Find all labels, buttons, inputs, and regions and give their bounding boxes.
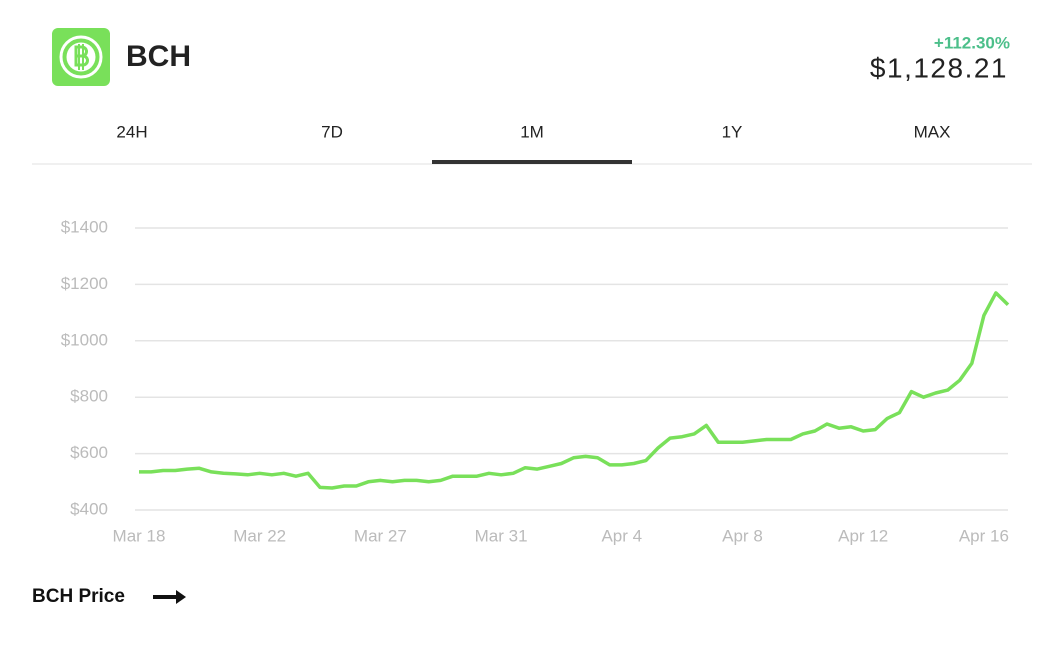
x-tick-label: Mar 18 [113, 526, 166, 545]
x-tick-label: Apr 8 [722, 526, 763, 545]
coin-icon [52, 28, 110, 86]
footer-link[interactable]: BCH Price [32, 586, 125, 607]
tab-bar: 24H 7D 1M 1Y MAX [116, 122, 950, 164]
x-tick-label: Mar 31 [475, 526, 528, 545]
y-tick-label: $1200 [61, 274, 108, 293]
y-tick-label: $600 [70, 443, 108, 462]
tab[interactable]: 24H [116, 122, 147, 141]
x-tick-label: Apr 16 [959, 526, 1009, 545]
arrow-icon[interactable] [153, 590, 186, 604]
price-line [139, 291, 1010, 490]
chart: $400 $600 $800 $1000 $1200 $1400 Mar 18 Mar 22 M… [61, 217, 1010, 545]
y-tick-label: $1400 [61, 217, 108, 236]
price-change: +112.30% [934, 33, 1010, 52]
x-tick-label: Mar 27 [354, 526, 407, 545]
tab[interactable]: 7D [321, 122, 343, 141]
y-tick-label: $400 [70, 499, 108, 518]
price: $1,128.21 [870, 52, 1008, 83]
x-tick-label: Apr 4 [601, 526, 642, 545]
tab-indicator [432, 160, 632, 164]
tab[interactable]: MAX [914, 122, 951, 141]
y-tick-label: $1000 [61, 330, 108, 349]
tab[interactable]: 1M [520, 122, 544, 141]
coin-title: BCH [126, 40, 191, 73]
tab[interactable]: 1Y [722, 122, 743, 141]
y-tick-label: $800 [70, 387, 108, 406]
x-tick-label: Mar 22 [233, 526, 286, 545]
x-tick-label: Apr 12 [838, 526, 888, 545]
